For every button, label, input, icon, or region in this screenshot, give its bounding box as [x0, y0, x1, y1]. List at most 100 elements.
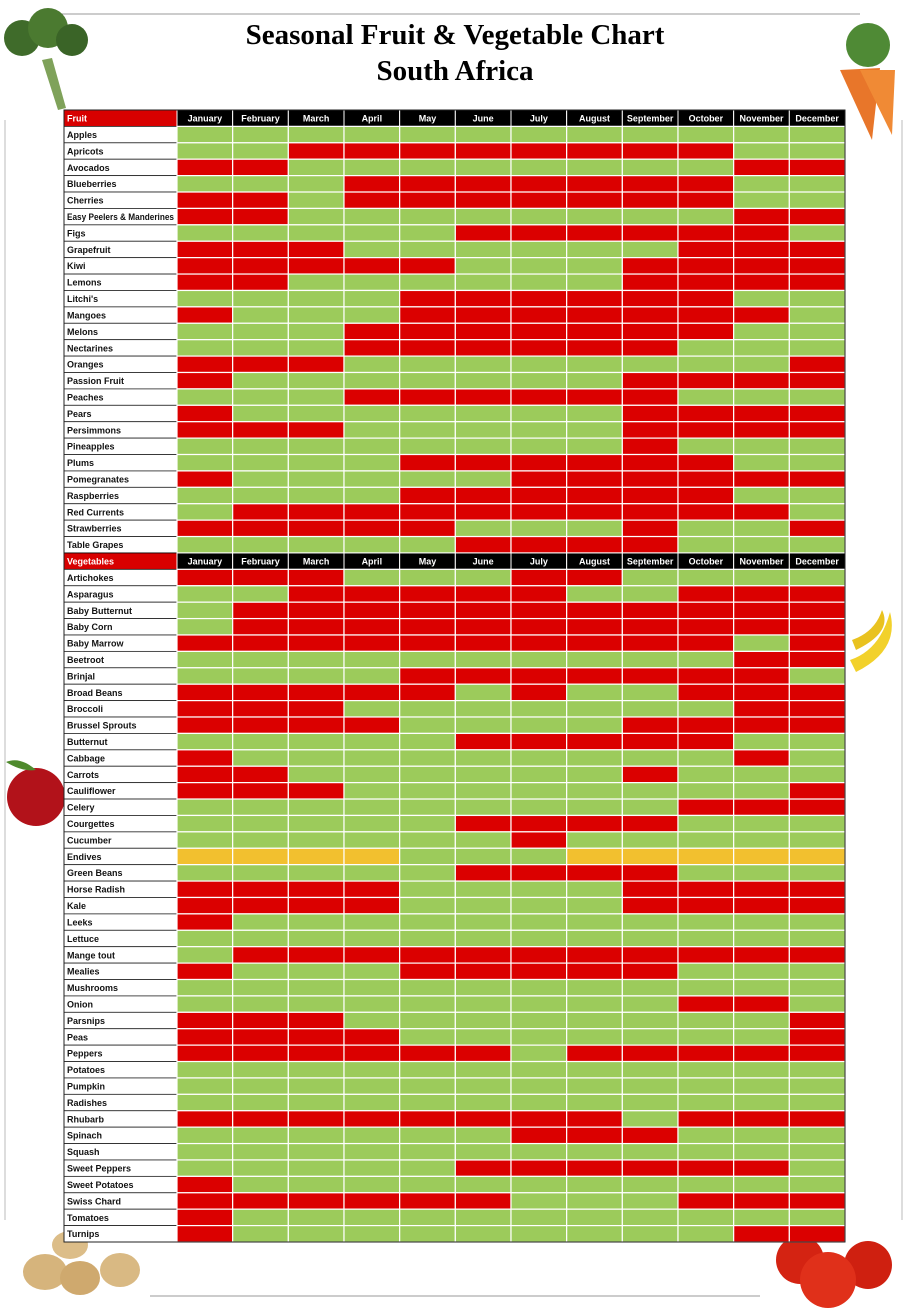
season-cell — [176, 700, 234, 718]
season-cell — [287, 782, 345, 800]
season-cell — [733, 831, 790, 849]
season-cell — [677, 1208, 735, 1227]
season-cell — [733, 568, 790, 587]
season-cell — [733, 421, 790, 439]
season-cell — [343, 158, 401, 177]
season-cell — [176, 749, 234, 767]
season-cell — [232, 568, 289, 587]
season-cell — [621, 962, 679, 981]
season-cell — [454, 732, 512, 751]
season-cell — [733, 617, 790, 636]
season-cell — [621, 273, 679, 292]
season-cell — [733, 1093, 790, 1112]
season-cell — [510, 355, 568, 374]
season-cell — [454, 453, 512, 472]
season-cell — [343, 1142, 401, 1161]
season-cell — [566, 470, 623, 488]
season-cell — [232, 371, 289, 390]
season-cell — [677, 1044, 735, 1063]
broccoli — [4, 8, 88, 110]
season-cell — [232, 207, 289, 226]
season-cell — [399, 617, 456, 636]
season-cell — [566, 1060, 623, 1079]
season-cell — [677, 207, 735, 226]
row-name: Peppers — [67, 1049, 103, 1059]
season-cell — [454, 404, 512, 423]
season-cell — [566, 207, 623, 226]
subtitle: South Africa — [376, 55, 534, 87]
row-name: Parsnips — [67, 1016, 105, 1026]
month-header: June — [473, 114, 494, 124]
season-cell — [343, 617, 401, 636]
season-cell — [677, 913, 735, 931]
season-cell — [788, 1159, 846, 1177]
season-cell — [176, 585, 234, 603]
season-cell — [399, 158, 456, 177]
season-cell — [176, 782, 234, 800]
season-cell — [176, 322, 234, 341]
season-cell — [454, 978, 512, 997]
season-cell — [621, 404, 679, 423]
season-cell — [621, 782, 679, 800]
row-name: Strawberries — [67, 524, 122, 534]
season-cell — [287, 568, 345, 587]
season-cell — [176, 929, 234, 948]
season-cell — [232, 946, 289, 964]
season-cell — [232, 1028, 289, 1046]
season-cell — [399, 519, 456, 538]
season-cell — [399, 437, 456, 456]
season-cell — [621, 175, 679, 193]
season-cell — [454, 257, 512, 275]
season-cell — [232, 355, 289, 374]
season-cell — [677, 470, 735, 488]
season-cell — [399, 1126, 456, 1145]
season-cell — [343, 1077, 401, 1095]
season-cell — [454, 240, 512, 259]
season-cell — [733, 355, 790, 374]
season-cell — [621, 470, 679, 488]
season-cell — [287, 1192, 345, 1210]
season-cell — [343, 1126, 401, 1145]
season-cell — [343, 1208, 401, 1227]
season-cell — [454, 207, 512, 226]
season-cell — [232, 486, 289, 505]
bananas — [850, 610, 892, 672]
season-cell — [733, 782, 790, 800]
row-name: Spinach — [67, 1131, 102, 1141]
season-cell — [176, 601, 234, 620]
season-cell — [621, 339, 679, 357]
season-cell — [788, 158, 846, 177]
season-cell — [343, 1028, 401, 1046]
season-cell — [677, 158, 735, 177]
season-cell — [287, 175, 345, 193]
season-cell — [399, 814, 456, 833]
season-cell — [566, 339, 623, 357]
season-cell — [621, 1224, 679, 1243]
season-cell — [566, 142, 623, 160]
row-name: Litchi's — [67, 294, 98, 304]
row-name: Endives — [67, 852, 102, 862]
season-cell — [454, 519, 512, 538]
season-cell — [510, 765, 568, 784]
season-cell — [788, 1208, 846, 1227]
season-cell — [287, 503, 345, 521]
season-cell — [788, 831, 846, 849]
row-name: Carrots — [67, 770, 99, 780]
season-cell — [343, 978, 401, 997]
season-cell — [454, 749, 512, 767]
season-cell — [566, 749, 623, 767]
season-cell — [287, 946, 345, 964]
season-cell — [454, 1011, 512, 1030]
season-cell — [399, 453, 456, 472]
season-cell — [677, 962, 735, 981]
row-name: Baby Marrow — [67, 639, 125, 649]
season-cell — [510, 125, 568, 144]
season-cell — [287, 224, 345, 242]
season-cell — [788, 355, 846, 374]
row-name: Brinjal — [67, 671, 95, 681]
row-name: Lettuce — [67, 934, 99, 944]
season-cell — [621, 880, 679, 899]
season-cell — [399, 732, 456, 751]
season-cell — [343, 273, 401, 292]
season-cell — [287, 1060, 345, 1079]
